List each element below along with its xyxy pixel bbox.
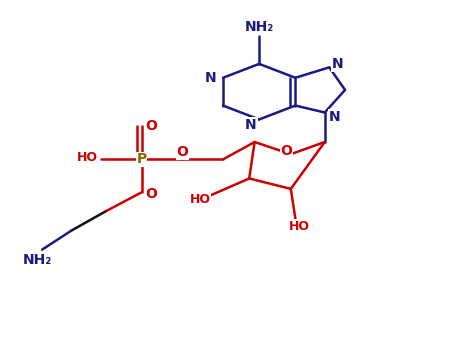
Text: HO: HO [190, 193, 211, 206]
Text: O: O [146, 119, 157, 133]
Text: NH₂: NH₂ [244, 20, 274, 34]
Text: HO: HO [77, 151, 98, 164]
Text: P: P [136, 152, 147, 166]
Text: O: O [280, 145, 292, 159]
Text: N: N [245, 118, 257, 132]
Text: O: O [146, 187, 157, 201]
Text: O: O [177, 146, 188, 160]
Text: HO: HO [289, 219, 310, 232]
Text: N: N [332, 57, 343, 71]
Text: N: N [204, 71, 216, 85]
Text: NH₂: NH₂ [23, 253, 52, 267]
Text: N: N [329, 110, 340, 124]
